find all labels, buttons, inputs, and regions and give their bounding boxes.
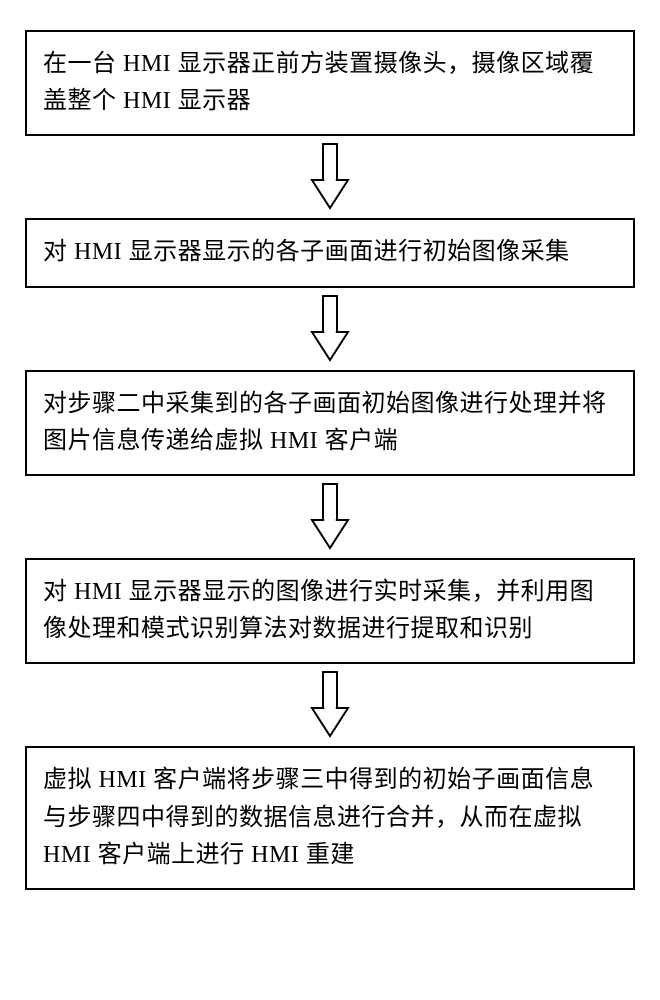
arrow-icon: [308, 142, 352, 212]
flow-step-5: 虚拟 HMI 客户端将步骤三中得到的初始子画面信息与步骤四中得到的数据信息进行合…: [25, 746, 635, 890]
flow-step-text: 对 HMI 显示器显示的图像进行实时采集，并利用图像处理和模式识别算法对数据进行…: [43, 579, 594, 642]
flowchart-container: 在一台 HMI 显示器正前方装置摄像头，摄像区域覆盖整个 HMI 显示器 对 H…: [25, 30, 635, 890]
flow-step-2: 对 HMI 显示器显示的各子画面进行初始图像采集: [25, 218, 635, 287]
flow-step-4: 对 HMI 显示器显示的图像进行实时采集，并利用图像处理和模式识别算法对数据进行…: [25, 558, 635, 664]
flow-step-text: 对步骤二中采集到的各子画面初始图像进行处理并将图片信息传递给虚拟 HMI 客户端: [43, 391, 607, 454]
arrow-icon: [308, 670, 352, 740]
flow-step-text: 虚拟 HMI 客户端将步骤三中得到的初始子画面信息与步骤四中得到的数据信息进行合…: [43, 767, 594, 867]
arrow-icon: [308, 482, 352, 552]
flow-step-1: 在一台 HMI 显示器正前方装置摄像头，摄像区域覆盖整个 HMI 显示器: [25, 30, 635, 136]
flow-step-3: 对步骤二中采集到的各子画面初始图像进行处理并将图片信息传递给虚拟 HMI 客户端: [25, 370, 635, 476]
arrow-icon: [308, 294, 352, 364]
flow-step-text: 在一台 HMI 显示器正前方装置摄像头，摄像区域覆盖整个 HMI 显示器: [43, 51, 594, 114]
flow-step-text: 对 HMI 显示器显示的各子画面进行初始图像采集: [43, 239, 570, 265]
